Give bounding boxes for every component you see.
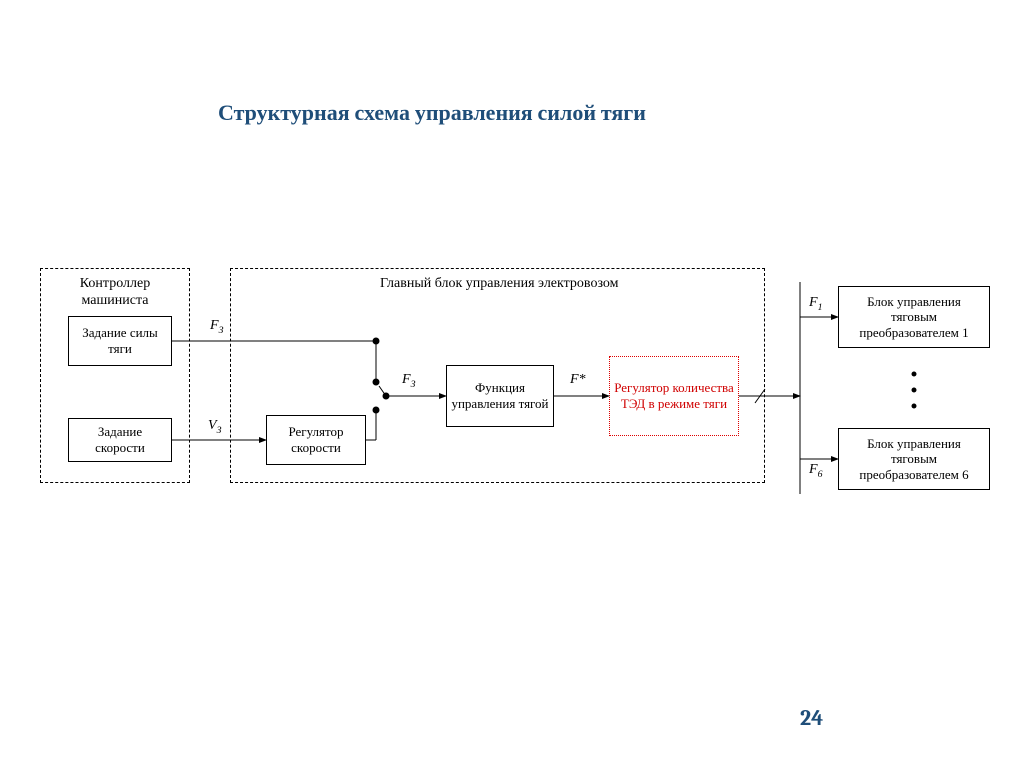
signal-F3-top-sub: З xyxy=(219,325,224,336)
signal-F3-sw-sym: F xyxy=(402,372,411,387)
block-traction-fn: Функция управления тягой xyxy=(446,365,554,427)
signal-F1-sub: 1 xyxy=(818,302,823,313)
signal-F6-sub: 6 xyxy=(818,469,823,480)
signal-Fstar-sym: F* xyxy=(570,372,586,387)
block-conv1: Блок управления тяговым преобразователем… xyxy=(838,286,990,348)
block-speed-reg-text: Регулятор скорости xyxy=(271,424,361,455)
block-speed-set: Задание скорости xyxy=(68,418,172,462)
signal-F1: F1 xyxy=(809,295,822,313)
block-speed-reg: Регулятор скорости xyxy=(266,415,366,465)
signal-V3-sub: З xyxy=(217,425,222,436)
signal-F3-sw-sub: З xyxy=(411,379,416,390)
signal-F3-top-sym: F xyxy=(210,318,219,333)
signal-F1-sym: F xyxy=(809,295,818,310)
block-conv1-text: Блок управления тяговым преобразователем… xyxy=(843,294,985,341)
block-traction-fn-text: Функция управления тягой xyxy=(451,380,549,411)
block-force-set-text: Задание силы тяги xyxy=(73,325,167,356)
signal-V3-sym: V xyxy=(208,418,217,433)
block-speed-set-text: Задание скорости xyxy=(73,424,167,455)
signal-F3-top: FЗ xyxy=(210,318,223,336)
page-title: Структурная схема управления силой тяги xyxy=(218,100,646,126)
signal-F6-sym: F xyxy=(809,462,818,477)
signal-F6: F6 xyxy=(809,462,822,480)
signal-V3: VЗ xyxy=(208,418,221,436)
group-main-title: Главный блок управления электровозом xyxy=(380,276,618,292)
group-controller-title: Контроллер машиниста xyxy=(60,276,170,310)
block-ted-reg: Регулятор количества ТЭД в режиме тяги xyxy=(609,356,739,436)
signal-F3-sw: FЗ xyxy=(402,372,415,390)
page-number: 24 xyxy=(800,705,823,731)
group-controller-title-text: Контроллер машиниста xyxy=(60,276,170,310)
signal-Fstar: F* xyxy=(570,372,586,388)
block-force-set: Задание силы тяги xyxy=(68,316,172,366)
block-conv6-text: Блок управления тяговым преобразователем… xyxy=(843,436,985,483)
block-ted-reg-text: Регулятор количества ТЭД в режиме тяги xyxy=(614,380,734,411)
block-conv6: Блок управления тяговым преобразователем… xyxy=(838,428,990,490)
